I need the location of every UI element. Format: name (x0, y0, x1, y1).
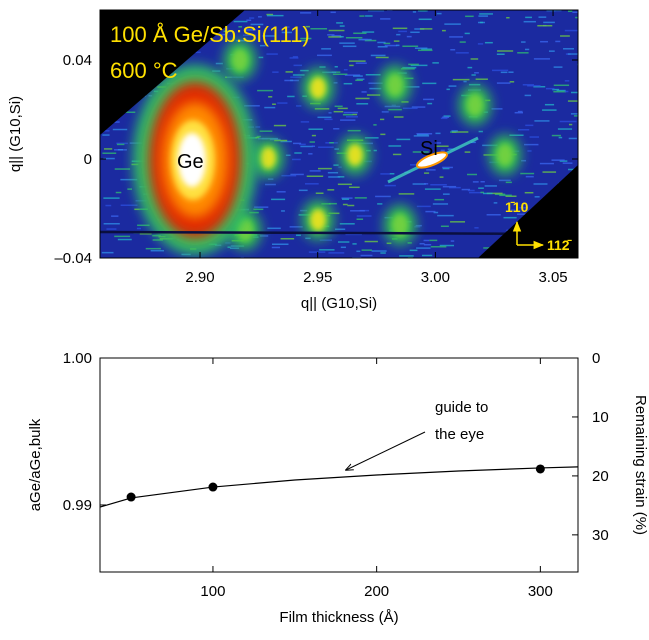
intensity-spot (260, 147, 276, 169)
y-tick-label: –0.04 (54, 250, 92, 267)
y-axis-label: q|| (G10,Si) (7, 96, 24, 172)
intensity-spot (347, 144, 363, 166)
y2-tick-label: 20 (592, 468, 609, 485)
unmeasured-region (478, 165, 578, 258)
si-peak (416, 151, 448, 169)
annotation: 600 °C (110, 58, 178, 83)
intensity-spot (178, 133, 206, 187)
x-tick-label: 300 (528, 583, 553, 600)
y2-tick-label: 30 (592, 527, 609, 544)
detector-line (100, 230, 578, 236)
y-tick-label: 1.00 (63, 350, 92, 367)
annotation: guide to (435, 399, 488, 416)
peak-label: Si (420, 138, 438, 160)
unmeasured-region (100, 10, 245, 135)
x-tick-label: 3.00 (421, 269, 450, 286)
x-tick-label: 3.05 (538, 269, 567, 286)
intensity-spot (310, 77, 326, 99)
annotation: the eye (435, 426, 484, 443)
annotation-arrow (346, 431, 426, 470)
x-axis-label: q|| (G10,Si) (301, 295, 377, 312)
intensity-spot (387, 74, 403, 96)
plot-frame (99, 9, 579, 259)
y-tick-label: 0.99 (63, 497, 92, 514)
intensity-spot (310, 209, 326, 231)
direction-label: 112̄ (547, 237, 573, 253)
data-point (126, 492, 136, 502)
peak-label: Ge (177, 151, 204, 173)
y2-tick-label: 10 (592, 409, 609, 426)
x-axis-label: Film thickness (Å) (279, 609, 398, 626)
guide-line (99, 466, 579, 508)
x-tick-label: 2.90 (185, 269, 214, 286)
y-axis-label: aGe/aGe,bulk (27, 418, 44, 511)
intensity-spot (392, 214, 408, 236)
map (100, 10, 578, 258)
x-tick-label: 100 (200, 583, 225, 600)
y2-tick-label: 0 (592, 350, 600, 367)
y2-axis-label: Remaining strain (%) (632, 395, 649, 535)
direction-label: 1̄10 (505, 199, 529, 215)
intensity-spot (497, 144, 513, 166)
annotation: 100 Å Ge/Sb:Si(111) (110, 22, 310, 47)
x-tick-label: 200 (364, 583, 389, 600)
y-tick-label: 0.04 (63, 52, 92, 69)
data-point (535, 464, 545, 474)
y-tick-label: 0 (84, 151, 92, 168)
x-tick-label: 2.95 (303, 269, 332, 286)
plot-frame (99, 357, 579, 573)
intensity-spot (237, 219, 253, 241)
intensity-spot (467, 94, 483, 116)
intensity-spot (232, 49, 248, 71)
